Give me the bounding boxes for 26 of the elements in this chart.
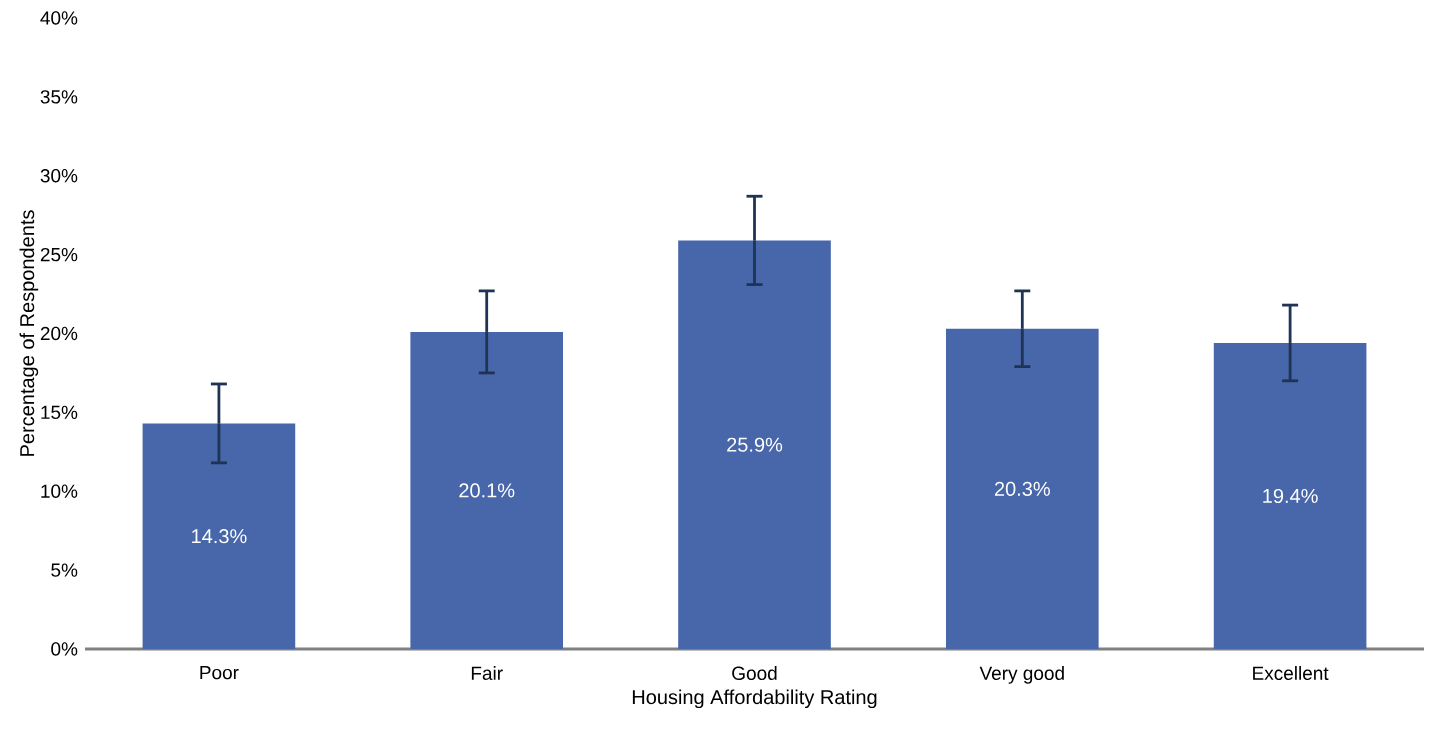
y-tick-label: 20% bbox=[40, 326, 78, 341]
y-tick-label: 15% bbox=[41, 405, 78, 420]
x-tick-label: Good bbox=[732, 666, 777, 680]
x-tick-label: Very good bbox=[979, 666, 1064, 684]
y-axis-title: Percentage of Respondents bbox=[19, 210, 39, 456]
x-tick-label: Fair bbox=[471, 666, 503, 680]
bar bbox=[678, 240, 831, 649]
bar bbox=[1213, 342, 1367, 649]
bar bbox=[142, 423, 296, 649]
x-tick-label: Excellent bbox=[1253, 666, 1329, 680]
data-label: 20.3% bbox=[994, 481, 1050, 496]
data-label: 19.4% bbox=[1263, 488, 1318, 504]
data-label: 25.9% bbox=[727, 437, 783, 452]
y-tick-label: 0% bbox=[51, 642, 78, 656]
bar bbox=[410, 331, 564, 649]
data-label: 20.1% bbox=[459, 483, 515, 498]
y-tick-label: 5% bbox=[51, 563, 78, 577]
y-tick-label: 10% bbox=[41, 484, 78, 498]
data-label: 14.3% bbox=[192, 529, 247, 544]
x-tick-label: Poor bbox=[200, 666, 239, 680]
y-tick-label: 35% bbox=[40, 90, 78, 104]
bar bbox=[945, 328, 1099, 649]
y-tick-label: 30% bbox=[40, 169, 78, 183]
y-tick-label: 25% bbox=[40, 247, 78, 262]
x-axis-title: Housing Affordability Rating bbox=[632, 689, 877, 709]
y-tick-label: 40% bbox=[40, 11, 78, 25]
